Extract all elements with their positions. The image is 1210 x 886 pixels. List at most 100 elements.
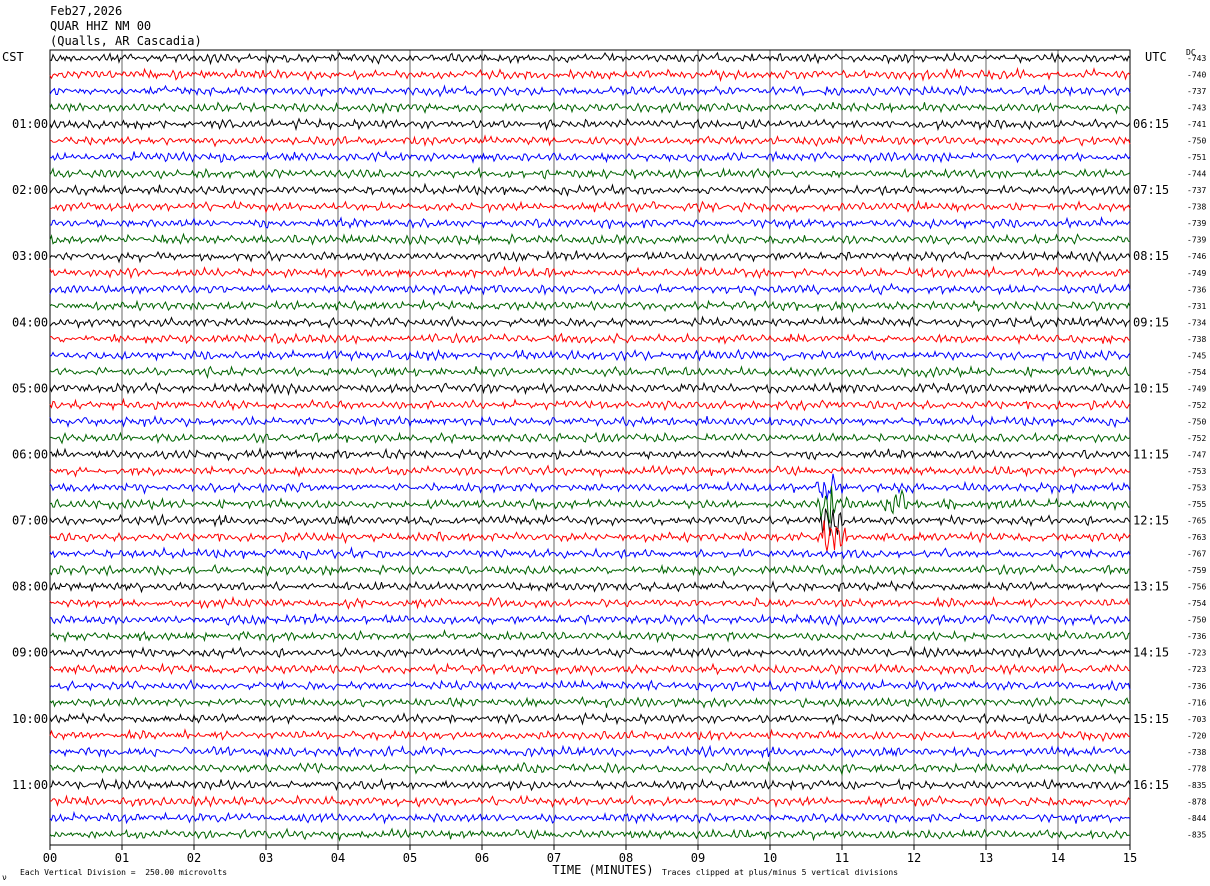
seismic-trace — [49, 777, 1131, 792]
plot-frame — [49, 49, 1131, 846]
seismic-trace — [49, 414, 1131, 429]
right-hour-label: 08:15 — [1133, 249, 1169, 263]
seismic-trace — [49, 249, 1131, 264]
seismic-trace — [49, 397, 1131, 412]
seismic-trace — [49, 348, 1131, 362]
dc-offset-label: -745 — [1187, 351, 1206, 360]
dc-offset-label: -737 — [1187, 87, 1206, 96]
seismic-trace — [49, 711, 1131, 726]
left-hour-label: 05:00 — [12, 381, 48, 395]
x-tick-label: 04 — [331, 851, 345, 865]
dc-offset-label: -738 — [1187, 335, 1206, 344]
seismic-trace — [49, 520, 1131, 552]
dc-offset-label: -738 — [1187, 748, 1206, 757]
seismic-trace — [49, 645, 1131, 660]
seismic-trace — [50, 215, 1131, 230]
dc-offset-label: -835 — [1187, 830, 1206, 839]
left-hour-label: 02:00 — [12, 183, 48, 197]
seismic-trace — [49, 365, 1131, 380]
dc-offset-label: -754 — [1187, 599, 1206, 608]
dc-offset-label: -736 — [1187, 285, 1206, 294]
x-tick-label: 02 — [187, 851, 201, 865]
dc-offset-label: -740 — [1187, 71, 1206, 80]
seismic-trace — [49, 150, 1131, 164]
dc-offset-label: -844 — [1187, 814, 1206, 823]
left-hour-label: 03:00 — [12, 249, 48, 263]
seismic-trace — [49, 182, 1131, 197]
seismic-trace — [49, 563, 1131, 577]
left-hour-label: 08:00 — [12, 580, 48, 594]
seismic-trace — [49, 662, 1131, 677]
seismic-trace — [50, 431, 1131, 445]
right-timezone-label: UTC — [1145, 50, 1167, 64]
dc-offset-label: -753 — [1187, 484, 1206, 493]
x-tick-label: 01 — [115, 851, 129, 865]
x-tick-label: 12 — [907, 851, 921, 865]
seismic-trace — [49, 66, 1131, 83]
x-tick-label: 10 — [763, 851, 777, 865]
dc-offset-label: -878 — [1187, 797, 1206, 806]
seismic-trace — [49, 298, 1131, 313]
seismic-trace — [49, 580, 1131, 594]
dc-offset-label: -749 — [1187, 384, 1206, 393]
seismic-trace — [49, 232, 1131, 247]
dc-offset-label: -746 — [1187, 252, 1206, 261]
seismic-trace — [49, 447, 1131, 462]
seismic-trace — [49, 760, 1131, 777]
header-location: (Qualls, AR Cascadia) — [50, 34, 202, 48]
x-tick-label: 00 — [43, 851, 57, 865]
dc-offset-label: -739 — [1187, 236, 1206, 245]
seismic-trace — [50, 332, 1131, 346]
left-hour-label: 11:00 — [12, 778, 48, 792]
seismic-trace — [49, 508, 1131, 536]
corner-mark: ν — [2, 873, 7, 882]
x-tick-label: 13 — [979, 851, 993, 865]
seismic-trace — [49, 117, 1131, 132]
dc-offset-label: -752 — [1187, 434, 1206, 443]
right-hour-label: 09:15 — [1133, 315, 1169, 329]
seismic-trace — [49, 629, 1131, 644]
seismic-trace — [49, 827, 1131, 842]
right-hour-label: 06:15 — [1133, 117, 1169, 131]
dc-offset-label: -763 — [1187, 533, 1206, 542]
seismic-trace — [49, 485, 1130, 524]
seismic-trace — [49, 265, 1131, 280]
dc-offset-label: -749 — [1187, 269, 1206, 278]
dc-offset-label: -765 — [1187, 517, 1206, 526]
left-hour-label: 01:00 — [12, 117, 48, 131]
x-tick-label: 14 — [1051, 851, 1065, 865]
right-hour-label: 07:15 — [1133, 183, 1169, 197]
right-hour-label: 15:15 — [1133, 712, 1169, 726]
seismic-trace — [49, 464, 1131, 479]
header-station: QUAR HHZ NM 00 — [50, 19, 152, 33]
x-tick-label: 11 — [835, 851, 849, 865]
seismic-trace — [49, 695, 1131, 709]
left-hour-label: 07:00 — [12, 514, 48, 528]
dc-offset-label: -747 — [1187, 450, 1206, 459]
right-hour-label: 13:15 — [1133, 580, 1169, 594]
dc-offset-label: -767 — [1187, 550, 1206, 559]
right-hour-label: 12:15 — [1133, 514, 1169, 528]
seismic-trace — [49, 810, 1131, 825]
seismic-trace — [49, 101, 1131, 115]
right-hour-label: 11:15 — [1133, 447, 1169, 461]
dc-offset-label: -723 — [1187, 649, 1206, 658]
dc-offset-label: -755 — [1187, 500, 1206, 509]
dc-offset-label: -753 — [1187, 467, 1206, 476]
x-axis-label: TIME (MINUTES) — [552, 863, 653, 877]
seismic-trace — [49, 678, 1131, 693]
seismic-trace — [49, 546, 1131, 561]
seismic-trace — [49, 473, 1131, 501]
x-tick-label: 06 — [475, 851, 489, 865]
dc-offset-label: -750 — [1187, 616, 1206, 625]
x-tick-label: 05 — [403, 851, 417, 865]
x-tick-label: 09 — [691, 851, 705, 865]
x-tick-label: 15 — [1123, 851, 1137, 865]
dc-offset-label: -754 — [1187, 368, 1206, 377]
dc-offset-label: -739 — [1187, 219, 1206, 228]
dc-offset-label: -731 — [1187, 302, 1206, 311]
dc-offset-label: -750 — [1187, 137, 1206, 146]
dc-offset-label: -759 — [1187, 566, 1206, 575]
dc-offset-label: -736 — [1187, 682, 1206, 691]
